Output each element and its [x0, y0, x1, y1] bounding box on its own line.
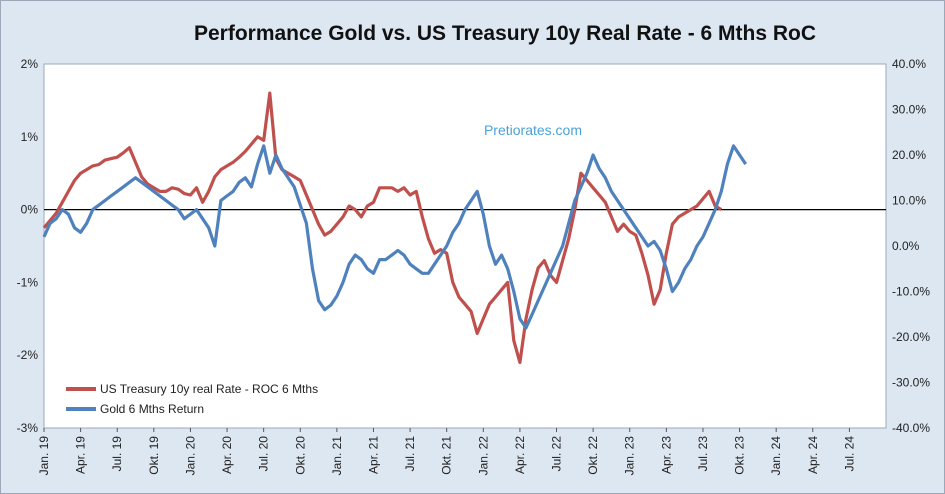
- watermark: Pretiorates.com: [484, 122, 582, 138]
- y-left-tick-label: 2%: [21, 57, 39, 71]
- y-left-tick-label: -1%: [17, 275, 39, 289]
- x-tick-label: Okt. 20: [293, 436, 307, 475]
- x-tick-label: Jan. 20: [183, 436, 197, 476]
- y-right-tick-label: -10.0%: [892, 285, 930, 299]
- y-right-tick-label: -30.0%: [892, 376, 930, 390]
- x-tick-label: Okt. 22: [586, 436, 600, 475]
- series-layer: [42, 91, 748, 365]
- series-line-treasury: [42, 91, 723, 365]
- x-tick-label: Jan. 19: [37, 436, 51, 476]
- y-left-tick-label: -3%: [17, 421, 39, 435]
- plot-area: [43, 63, 887, 429]
- x-tick-label: Jul. 22: [550, 436, 564, 472]
- series-line-gold: [42, 144, 748, 330]
- y-right-tick-label: -20.0%: [892, 330, 930, 344]
- x-tick-label: Jan. 22: [476, 436, 490, 476]
- x-tick-label: Apr. 23: [659, 436, 673, 474]
- x-tick-label: Jan. 21: [330, 436, 344, 476]
- x-tick-label: Okt. 21: [440, 436, 454, 475]
- x-tick-label: Jul. 24: [842, 436, 856, 472]
- axis-layer: 2% 1% 0% -1% -2% -3% 40.0% 30.0% 20.0% 10.0% 0.0% -…: [17, 57, 931, 475]
- x-tick-label: Okt. 19: [147, 436, 161, 475]
- y-left-tick-label: 1%: [21, 130, 39, 144]
- x-tick-label: Apr. 21: [366, 436, 380, 474]
- legend: US Treasury 10y real Rate - ROC 6 Mths G…: [66, 382, 318, 416]
- x-tick-label: Apr. 19: [74, 436, 88, 474]
- legend-label-treasury: US Treasury 10y real Rate - ROC 6 Mths: [100, 382, 318, 396]
- y-right-tick-label: 40.0%: [892, 57, 926, 71]
- chart-title: Performance Gold vs. US Treasury 10y Rea…: [193, 22, 817, 45]
- x-tick-label: Jul. 21: [403, 436, 417, 472]
- y-right-tick-label: 10.0%: [892, 194, 926, 208]
- x-tick-label: Jul. 20: [257, 436, 271, 472]
- y-right-tick-label: -40.0%: [892, 421, 930, 435]
- x-tick-label: Apr. 20: [220, 436, 234, 474]
- x-tick-label: Jan. 23: [623, 436, 637, 476]
- x-tick-label: Jan. 24: [769, 436, 783, 476]
- y-right-tick-label: 30.0%: [892, 103, 926, 117]
- x-tick-label: Jul. 23: [696, 436, 710, 472]
- y-left-tick-label: -2%: [17, 348, 39, 362]
- x-tick-label: Jul. 19: [110, 436, 124, 472]
- y-left-tick-label: 0%: [21, 203, 39, 217]
- x-tick-label: Okt. 23: [733, 436, 747, 475]
- x-tick-label: Apr. 22: [513, 436, 527, 474]
- x-tick-label: Apr. 24: [806, 436, 820, 474]
- y-right-tick-label: 20.0%: [892, 148, 926, 162]
- legend-label-gold: Gold 6 Mths Return: [100, 402, 204, 416]
- y-right-tick-label: 0.0%: [892, 239, 920, 253]
